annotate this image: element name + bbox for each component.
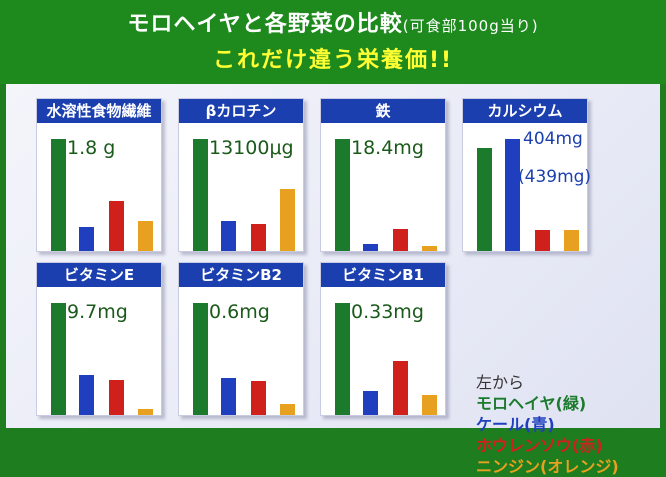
bar-carrot xyxy=(280,404,295,415)
chart-area: 水溶性食物繊維 1.8 g βカロチン 13100μg 鉄 18.4mg カルシウム 404m… xyxy=(6,84,660,476)
bar-area xyxy=(45,293,155,415)
chart-panel: ビタミンB1 0.33mg xyxy=(320,262,446,416)
legend: 左から モロヘイヤ(緑) ケール(青) ホウレンソウ(赤) ニンジン(オレンジ) xyxy=(476,372,619,477)
chart-panel: カルシウム 404mg (439mg) xyxy=(462,98,592,252)
bar-area xyxy=(187,293,297,415)
bar-moroheiya xyxy=(193,303,208,415)
bar-spinach xyxy=(535,230,550,251)
bar-moroheiya xyxy=(51,139,66,251)
legend-item-kale: ケール(青) xyxy=(476,415,555,434)
headline: これだけ違う栄養価!! xyxy=(212,48,454,73)
value-label: 13100μg xyxy=(209,137,294,159)
bar-area xyxy=(329,293,439,415)
bar-kale xyxy=(505,139,520,251)
chart-panel: 水溶性食物繊維 1.8 g xyxy=(36,98,162,252)
chart-panel: ビタミンE 9.7mg xyxy=(36,262,162,416)
value-label: 0.33mg xyxy=(351,301,424,323)
bar-spinach xyxy=(109,201,124,251)
value-label: 18.4mg xyxy=(351,137,424,159)
value-label: 404mg xyxy=(523,129,583,149)
bar-area xyxy=(187,129,297,251)
bar-moroheiya xyxy=(335,303,350,415)
bar-kale xyxy=(221,378,236,415)
value-label: 0.6mg xyxy=(209,301,270,323)
bar-spinach xyxy=(393,361,408,415)
title-main: モロヘイヤと各野菜の比較 xyxy=(127,12,403,37)
bar-area xyxy=(45,129,155,251)
bar-moroheiya xyxy=(51,303,66,415)
bar-kale xyxy=(363,244,378,251)
bar-kale xyxy=(363,391,378,415)
value-label: 1.8 g xyxy=(67,137,116,159)
bar-area xyxy=(471,129,581,251)
bar-spinach xyxy=(109,380,124,415)
legend-item-carrot: ニンジン(オレンジ) xyxy=(476,457,619,476)
bar-kale xyxy=(221,221,236,251)
bar-carrot xyxy=(564,230,579,251)
bar-area xyxy=(329,129,439,251)
chart-title: カルシウム xyxy=(463,99,587,123)
title-sub: (可食部100g当り) xyxy=(402,17,539,35)
legend-intro: 左から xyxy=(476,373,525,392)
chart-title: βカロチン xyxy=(179,99,303,123)
bar-carrot xyxy=(422,395,437,415)
value-label: 9.7mg xyxy=(67,301,128,323)
chart-title: 水溶性食物繊維 xyxy=(37,99,161,123)
chart-panel: 鉄 18.4mg xyxy=(320,98,446,252)
chart-panel: ビタミンB2 0.6mg xyxy=(178,262,304,416)
chart-title: ビタミンB2 xyxy=(179,263,303,287)
chart-title: ビタミンB1 xyxy=(321,263,445,287)
bar-moroheiya xyxy=(477,148,492,251)
bar-kale xyxy=(79,227,94,251)
bar-kale xyxy=(79,375,94,415)
chart-title: ビタミンE xyxy=(37,263,161,287)
legend-item-moroheiya: モロヘイヤ(緑) xyxy=(476,394,587,413)
bar-carrot xyxy=(422,246,437,251)
bar-spinach xyxy=(251,381,266,415)
page-title: モロヘイヤと各野菜の比較(可食部100g当り) xyxy=(0,6,666,38)
chart-title: 鉄 xyxy=(321,99,445,123)
bar-moroheiya xyxy=(193,139,208,251)
bar-moroheiya xyxy=(335,139,350,251)
bar-carrot xyxy=(138,221,153,251)
bar-spinach xyxy=(251,224,266,251)
chart-panel: βカロチン 13100μg xyxy=(178,98,304,252)
legend-item-spinach: ホウレンソウ(赤) xyxy=(476,436,603,455)
value-label-secondary: (439mg) xyxy=(518,167,592,187)
title-banner: モロヘイヤと各野菜の比較(可食部100g当り) これだけ違う栄養価!! xyxy=(0,0,666,84)
bar-carrot xyxy=(138,409,153,415)
bar-spinach xyxy=(393,229,408,251)
bar-carrot xyxy=(280,189,295,251)
